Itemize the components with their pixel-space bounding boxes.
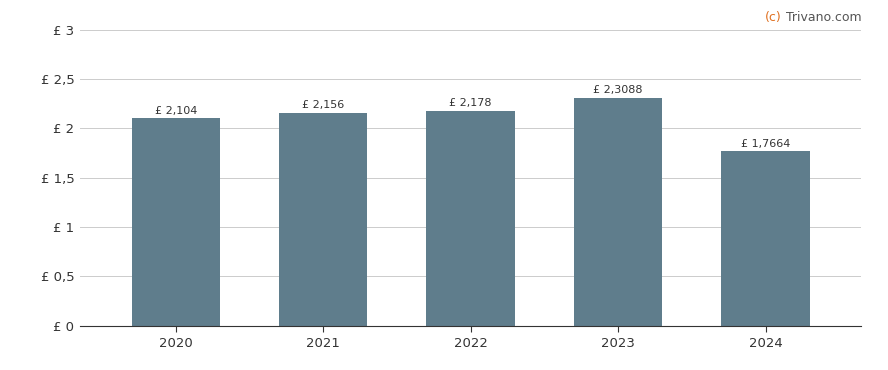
Bar — [131, 118, 220, 326]
Text: £ 2,156: £ 2,156 — [302, 100, 345, 110]
Bar — [279, 113, 368, 326]
Bar — [574, 98, 662, 326]
Text: Trivano.com: Trivano.com — [781, 11, 861, 24]
Bar — [721, 151, 810, 326]
Bar — [426, 111, 515, 326]
Text: £ 1,7664: £ 1,7664 — [741, 139, 790, 149]
Text: £ 2,178: £ 2,178 — [449, 98, 492, 108]
Text: £ 2,104: £ 2,104 — [155, 105, 197, 115]
Text: (c): (c) — [765, 11, 781, 24]
Text: £ 2,3088: £ 2,3088 — [593, 85, 643, 95]
